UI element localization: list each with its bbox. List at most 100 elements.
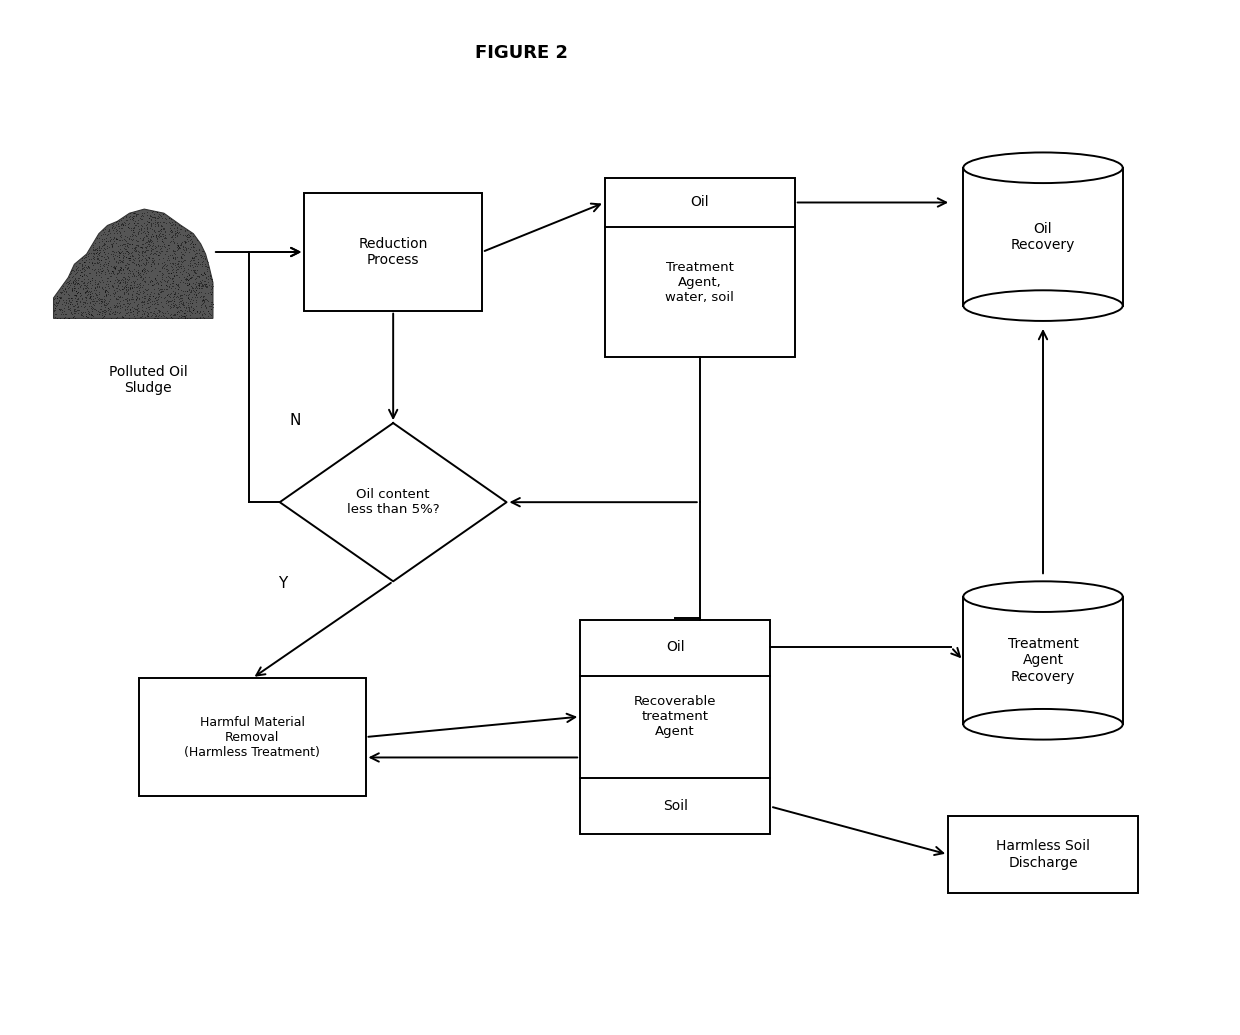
Point (151, 228, 171, 244)
Point (84, 241, 104, 258)
Point (110, 262, 130, 278)
Point (120, 249, 140, 266)
Point (169, 294, 188, 310)
Point (176, 271, 196, 288)
Point (126, 263, 146, 279)
Point (94, 256, 114, 272)
Point (89, 238, 109, 255)
Point (133, 289, 153, 305)
Point (185, 258, 205, 274)
Point (172, 307, 192, 324)
Point (149, 301, 169, 318)
Point (78, 278, 98, 295)
Point (52, 304, 72, 321)
Point (123, 220, 143, 237)
Point (104, 250, 124, 267)
Point (174, 262, 193, 278)
Point (133, 308, 153, 325)
Point (193, 293, 213, 309)
Point (149, 304, 169, 321)
Point (156, 230, 176, 246)
Point (139, 263, 159, 279)
Point (72, 250, 92, 267)
Point (176, 224, 196, 240)
Point (69, 278, 89, 295)
Point (197, 292, 217, 308)
Point (188, 267, 208, 284)
Point (164, 264, 184, 280)
Point (175, 305, 195, 322)
Point (94, 224, 114, 240)
Point (187, 267, 207, 284)
Point (105, 260, 125, 276)
Point (164, 293, 184, 309)
Point (148, 305, 167, 322)
Point (95, 284, 115, 300)
Point (74, 274, 94, 291)
Point (140, 290, 160, 306)
Point (187, 258, 207, 274)
Point (148, 217, 167, 234)
Point (159, 210, 179, 227)
Point (186, 282, 206, 298)
Point (143, 276, 162, 293)
Point (94, 236, 114, 253)
Point (47, 288, 67, 304)
Point (110, 254, 130, 270)
Point (118, 261, 138, 277)
Point (141, 220, 161, 237)
Point (153, 210, 172, 227)
Point (104, 266, 124, 283)
Point (128, 304, 148, 321)
Point (95, 283, 115, 299)
Text: Soil: Soil (662, 799, 688, 814)
Point (193, 291, 213, 307)
Point (92, 278, 112, 295)
Point (100, 299, 120, 316)
Point (103, 247, 123, 264)
Point (126, 232, 146, 248)
Point (148, 214, 167, 231)
Point (89, 278, 109, 295)
Point (109, 263, 129, 279)
Point (154, 226, 174, 242)
Point (55, 294, 74, 310)
Point (113, 252, 133, 268)
Point (108, 255, 128, 271)
Point (118, 237, 138, 254)
Point (113, 254, 133, 270)
Point (169, 279, 188, 296)
Point (107, 253, 126, 269)
Point (165, 245, 185, 262)
Point (139, 236, 159, 253)
Point (135, 309, 155, 326)
Point (149, 250, 169, 267)
Point (98, 258, 118, 274)
Point (174, 294, 193, 310)
Point (115, 301, 135, 318)
Point (78, 258, 98, 274)
Point (123, 247, 143, 264)
Point (192, 267, 212, 284)
Point (135, 288, 155, 304)
Point (72, 257, 92, 273)
Point (46, 297, 66, 314)
Point (112, 219, 131, 236)
Point (110, 303, 130, 320)
Point (166, 289, 186, 305)
Point (130, 252, 150, 268)
Point (119, 292, 139, 308)
Point (117, 282, 136, 298)
Point (74, 285, 94, 301)
Point (195, 291, 215, 307)
Point (131, 263, 151, 279)
Point (134, 284, 154, 300)
Point (134, 236, 154, 253)
Point (141, 216, 161, 233)
Point (186, 256, 206, 272)
Point (113, 308, 133, 325)
Point (166, 218, 186, 235)
Point (161, 216, 181, 233)
Point (56, 284, 76, 300)
Point (99, 220, 119, 237)
